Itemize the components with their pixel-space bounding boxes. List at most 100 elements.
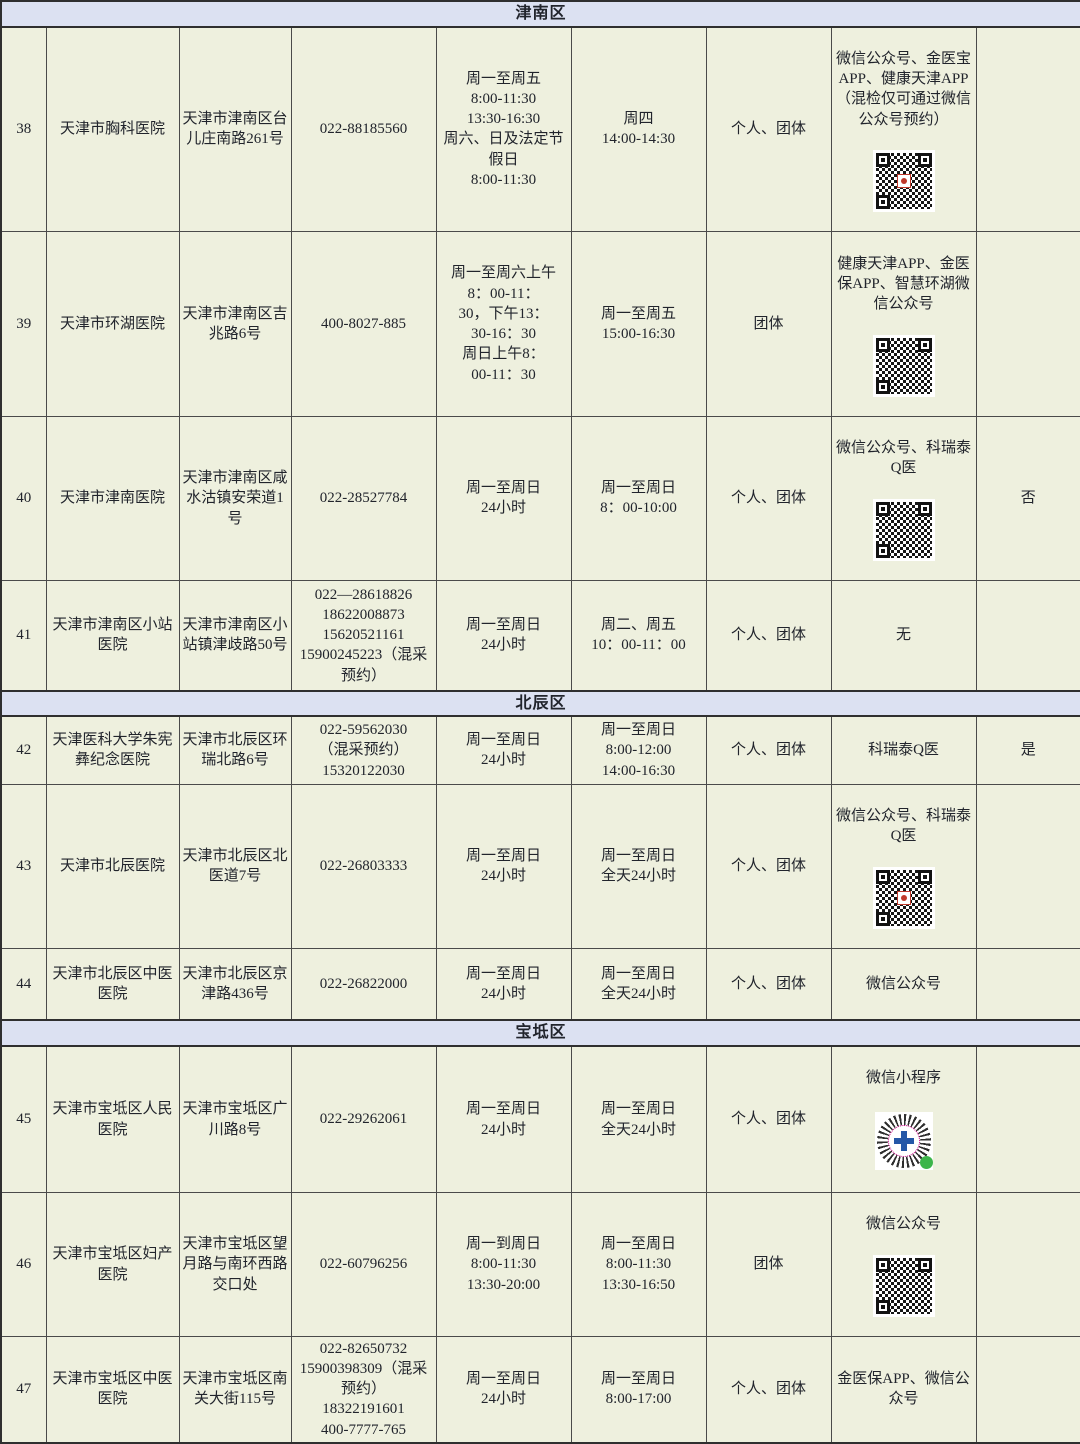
booking-channel-text: 微信公众号: [865, 976, 941, 993]
hospital-name: 天津市北辰医院: [45, 783, 180, 949]
booking-channel-text: 微信公众号: [865, 1216, 941, 1233]
district-name: 北辰区: [0, 689, 1080, 718]
hospital-address: 天津市宝坻区望月路与南环西路交口处: [178, 1192, 292, 1338]
row-number: 43: [0, 783, 47, 949]
phone-number: 022-82650732 15900398309（混采预约） 183221916…: [290, 1336, 437, 1444]
hospital-address: 天津市津南区台儿庄南路261号: [178, 26, 292, 233]
special-time: 周一至周日 8:00-12:00 14:00-16:30: [570, 715, 707, 785]
booking-channel-text: 微信公众号、金医宝APP、健康天津APP（混检仅可通过微信公众号预约）: [835, 50, 971, 128]
district-name: 津南区: [0, 0, 1080, 28]
booking-channel-text: 微信公众号、科瑞泰Q医: [835, 807, 971, 845]
booking-channel-text: 微信小程序: [865, 1070, 941, 1087]
phone-number: 022—28618826 18622008873 15620521161 159…: [290, 580, 437, 692]
district-header-row: 津南区: [0, 0, 1080, 28]
row-number: 40: [0, 415, 47, 582]
table-row: 42 天津医科大学朱宪彝纪念医院 天津市北辰区环瑞北路6号 022-595620…: [0, 715, 1080, 785]
row-number: 39: [0, 231, 47, 417]
table-row: 40 天津市津南医院 天津市津南区咸水沽镇安荣道1号 022-28527784 …: [0, 415, 1080, 582]
special-time: 周一至周日 8：00-10:00: [570, 415, 707, 582]
qr-code-icon: [875, 1257, 932, 1314]
sampling-hours: 周一至周日 24小时: [435, 715, 572, 785]
hospital-address: 天津市北辰区京津路436号: [178, 947, 292, 1021]
wechat-miniprogram-code-icon: [874, 1111, 933, 1170]
hospital-address: 天津市津南区小站镇津歧路50号: [178, 580, 292, 692]
hospital-address: 天津市北辰区环瑞北路6号: [178, 715, 292, 785]
booking-channel-text: 微信公众号、科瑞泰Q医: [835, 440, 971, 477]
sampling-hours: 周一至周日 24小时: [435, 1045, 572, 1194]
booking-channel: 无: [830, 580, 977, 692]
sampling-hours: 周一至周日 24小时: [435, 580, 572, 692]
phone-number: 022-88185560: [290, 26, 437, 233]
booking-channel: 科瑞泰Q医: [830, 715, 977, 785]
table-row: 38 天津市胸科医院 天津市津南区台儿庄南路261号 022-88185560 …: [0, 26, 1080, 233]
flag-cell: [975, 580, 1080, 692]
service-type: 个人、团体: [705, 947, 832, 1021]
sampling-hours: 周一到周日 8:00-11:30 13:30-20:00: [435, 1192, 572, 1338]
hospital-address: 天津市北辰区北医道7号: [178, 783, 292, 949]
sampling-hours: 周一至周日 24小时: [435, 947, 572, 1021]
flag-cell: 否: [975, 415, 1080, 582]
wechat-logo-icon: [919, 1155, 933, 1169]
service-type: 团体: [705, 231, 832, 417]
hospital-address: 天津市津南区吉兆路6号: [178, 231, 292, 417]
hospital-name: 天津市胸科医院: [45, 26, 180, 233]
hospital-name: 天津市环湖医院: [45, 231, 180, 417]
service-type: 个人、团体: [705, 783, 832, 949]
row-number: 41: [0, 580, 47, 692]
booking-channel: 微信公众号、科瑞泰Q医: [830, 415, 977, 582]
hospital-name: 天津市北辰区中医医院: [45, 947, 180, 1021]
district-header-row: 宝坻区: [0, 1019, 1080, 1048]
service-type: 团体: [705, 1192, 832, 1338]
phone-number: 022-28527784: [290, 415, 437, 582]
booking-channel: 健康天津APP、金医保APP、智慧环湖微信公众号: [830, 231, 977, 417]
flag-cell: [975, 1192, 1080, 1338]
table-row: 46 天津市宝坻区妇产医院 天津市宝坻区望月路与南环西路交口处 022-6079…: [0, 1192, 1080, 1338]
sampling-hours: 周一至周日 24小时: [435, 783, 572, 949]
hospital-address: 天津市宝坻区南关大街115号: [178, 1336, 292, 1444]
service-type: 个人、团体: [705, 580, 832, 692]
table-row: 44 天津市北辰区中医医院 天津市北辰区京津路436号 022-26822000…: [0, 947, 1080, 1021]
flag-cell: [975, 947, 1080, 1021]
qr-code-icon: [875, 337, 932, 394]
hospital-name: 天津市津南区小站医院: [45, 580, 180, 692]
flag-cell: [975, 26, 1080, 233]
phone-number: 022-59562030 （混采预约） 15320122030: [290, 715, 437, 785]
district-header-row: 北辰区: [0, 689, 1080, 718]
booking-channel: 微信公众号、科瑞泰Q医: [830, 783, 977, 949]
row-number: 46: [0, 1192, 47, 1338]
phone-number: 022-26822000: [290, 947, 437, 1021]
table-row: 47 天津市宝坻区中医医院 天津市宝坻区南关大街115号 022-8265073…: [0, 1336, 1080, 1444]
special-time: 周一至周日 全天24小时: [570, 947, 707, 1021]
hospital-address: 天津市宝坻区广川路8号: [178, 1045, 292, 1194]
sampling-hours: 周一至周六上午 8：00-11： 30，下午13： 30-16：30 周日上午8…: [435, 231, 572, 417]
booking-channel-text: 无: [895, 627, 911, 644]
sampling-hours: 周一至周日 24小时: [435, 415, 572, 582]
hospital-name: 天津市津南医院: [45, 415, 180, 582]
table-row: 43 天津市北辰医院 天津市北辰区北医道7号 022-26803333 周一至周…: [0, 783, 1080, 949]
service-type: 个人、团体: [705, 1045, 832, 1194]
row-number: 47: [0, 1336, 47, 1444]
hospital-name: 天津市宝坻区妇产医院: [45, 1192, 180, 1338]
service-type: 个人、团体: [705, 415, 832, 582]
phone-number: 400-8027-885: [290, 231, 437, 417]
phone-number: 022-29262061: [290, 1045, 437, 1194]
hospital-name: 天津市宝坻区人民医院: [45, 1045, 180, 1194]
row-number: 44: [0, 947, 47, 1021]
booking-channel: 微信公众号: [830, 947, 977, 1021]
phone-number: 022-26803333: [290, 783, 437, 949]
special-time: 周二、周五 10：00-11：00: [570, 580, 707, 692]
hospital-name: 天津市宝坻区中医医院: [45, 1336, 180, 1444]
hospital-address: 天津市津南区咸水沽镇安荣道1号: [178, 415, 292, 582]
row-number: 38: [0, 26, 47, 233]
row-number: 42: [0, 715, 47, 785]
table-row: 39 天津市环湖医院 天津市津南区吉兆路6号 400-8027-885 周一至周…: [0, 231, 1080, 417]
qr-code-icon: [875, 153, 932, 210]
table-row: 41 天津市津南区小站医院 天津市津南区小站镇津歧路50号 022—286188…: [0, 580, 1080, 692]
flag-cell: [975, 1336, 1080, 1444]
booking-channel: 微信公众号、金医宝APP、健康天津APP（混检仅可通过微信公众号预约）: [830, 26, 977, 233]
special-time: 周四 14:00-14:30: [570, 26, 707, 233]
sampling-hours: 周一至周日 24小时: [435, 1336, 572, 1444]
special-time: 周一至周日 全天24小时: [570, 783, 707, 949]
special-time: 周一至周五 15:00-16:30: [570, 231, 707, 417]
